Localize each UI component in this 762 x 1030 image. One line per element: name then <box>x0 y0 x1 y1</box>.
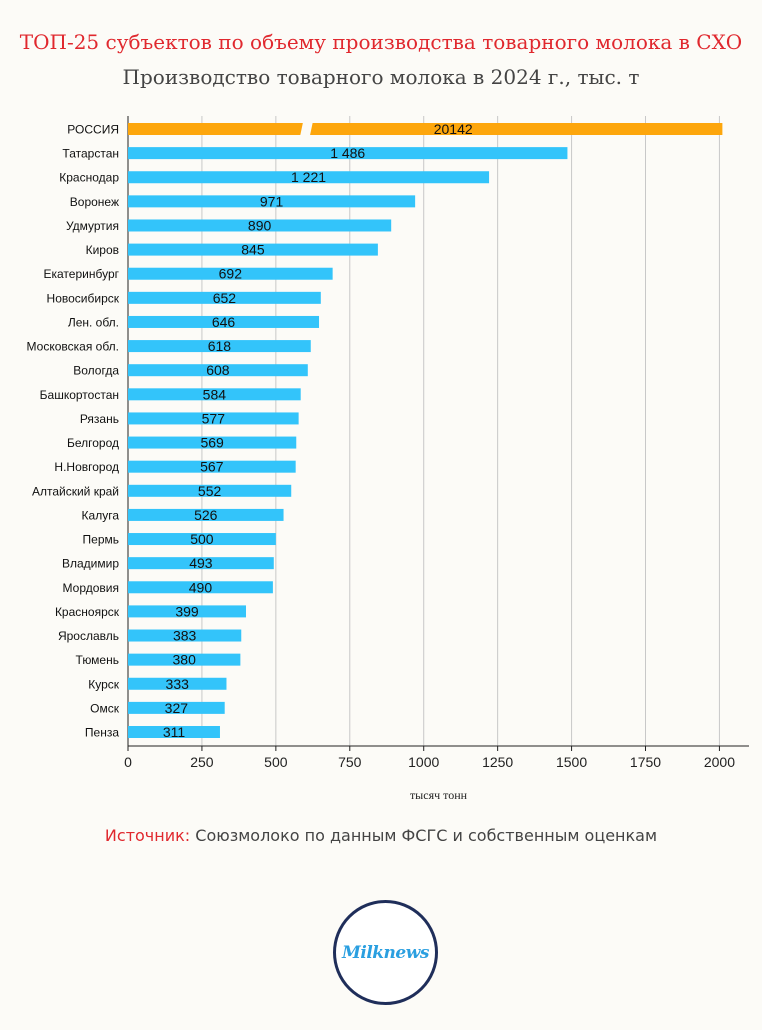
value-label: 490 <box>189 579 213 595</box>
bar-Новосибирск <box>128 291 321 304</box>
x-tick-label: 1750 <box>630 754 661 770</box>
value-label: 567 <box>200 459 224 475</box>
value-label: 552 <box>198 483 222 499</box>
bar-Владимир <box>128 557 274 570</box>
category-label: Тюмень <box>76 653 119 667</box>
value-label: 569 <box>200 435 224 451</box>
bar-Краснодар <box>128 171 490 184</box>
category-label: Алтайский край <box>32 484 119 498</box>
category-label: Н.Новгород <box>54 460 119 474</box>
category-label: Калуга <box>82 508 120 522</box>
bar-Рязань <box>128 412 299 425</box>
bar-Мордовия <box>128 581 273 594</box>
category-label: Красноярск <box>55 605 120 619</box>
category-label: Лен. обл. <box>68 315 119 329</box>
bar-Красноярск <box>128 605 246 618</box>
bar-Омск <box>128 701 225 714</box>
value-label: 383 <box>173 628 197 644</box>
source-text: Союзмолоко по данным ФСГС и собственным … <box>195 826 658 845</box>
value-label: 311 <box>163 724 186 740</box>
x-tick-label: 1000 <box>408 754 439 770</box>
bar-Белгород <box>128 436 297 449</box>
category-label: Новосибирск <box>47 291 120 305</box>
x-tick-label: 500 <box>264 754 288 770</box>
bar-Тюмень <box>128 653 241 666</box>
category-label: Белгород <box>67 436 119 450</box>
value-label: 526 <box>194 507 218 523</box>
x-axis-label: тысяч тонн <box>409 788 468 802</box>
value-label: 646 <box>212 314 236 330</box>
category-label: Воронеж <box>70 195 119 209</box>
value-label: 399 <box>175 603 199 619</box>
x-tick-label: 1250 <box>482 754 513 770</box>
value-label: 327 <box>165 700 189 716</box>
bar-РОССИЯ <box>128 123 723 135</box>
category-label: Татарстан <box>62 147 119 161</box>
category-label: РОССИЯ <box>67 123 119 137</box>
value-label: 584 <box>203 386 227 402</box>
category-label: Пенза <box>85 726 119 740</box>
bar-Н.Новгород <box>128 460 296 473</box>
bar-Екатеринбург <box>128 267 333 280</box>
value-label: 380 <box>173 652 197 668</box>
milknews-logo: Milknews <box>333 900 438 1005</box>
value-label: 652 <box>213 290 237 306</box>
value-label: 1 486 <box>330 145 365 161</box>
logo-text: Milknews <box>342 942 429 963</box>
value-label: 500 <box>190 531 214 547</box>
value-label: 333 <box>166 676 190 692</box>
bar-Башкортостан <box>128 388 301 401</box>
chart-title: ТОП-25 субъектов по объему производства … <box>19 30 743 54</box>
category-label: Мордовия <box>63 581 119 595</box>
x-tick-label: 750 <box>338 754 362 770</box>
bar-Пенза <box>128 726 220 738</box>
category-label: Курск <box>88 677 120 691</box>
source-label: Источник: <box>104 826 191 845</box>
value-label: 845 <box>241 242 265 258</box>
value-label: 577 <box>202 410 226 426</box>
value-label: 618 <box>208 338 232 354</box>
bar-Вологда <box>128 364 308 377</box>
bar-chart: 0 250 500 750 1000 1250 1500 1750 2000 РОССИЯ 2014… <box>27 116 749 770</box>
bar-Лен. обл. <box>128 315 320 328</box>
category-label: Омск <box>90 701 120 715</box>
bar-Киров <box>128 243 378 256</box>
category-label: Владимир <box>62 557 119 571</box>
category-label: Московская обл. <box>27 340 119 354</box>
bar-Московская обл. <box>128 340 311 353</box>
bar-Воронеж <box>128 195 416 208</box>
value-label: 692 <box>219 266 243 282</box>
category-label: Краснодар <box>59 171 119 185</box>
category-label: Вологда <box>73 364 119 378</box>
bar-Калуга <box>128 508 284 521</box>
category-label: Ярославль <box>58 629 119 643</box>
category-label: Екатеринбург <box>44 267 120 281</box>
axis-break-marker <box>300 122 313 136</box>
source-note: Источник: Союзмолоко по данным ФСГС и со… <box>0 826 762 845</box>
bar-Алтайский край <box>128 484 292 497</box>
value-label: 890 <box>248 217 272 233</box>
value-label: 608 <box>206 362 230 378</box>
x-tick-label: 2000 <box>704 754 735 770</box>
value-label: 20142 <box>434 121 473 137</box>
x-tick-label: 0 <box>124 754 132 770</box>
bar-Ярославль <box>128 629 242 642</box>
category-label: Рязань <box>80 412 119 426</box>
category-label: Киров <box>86 243 119 257</box>
bar-Татарстан <box>128 147 568 160</box>
value-label: 493 <box>189 555 213 571</box>
value-label: 971 <box>260 193 284 209</box>
x-tick-label: 250 <box>190 754 214 770</box>
bar-Пермь <box>128 533 276 546</box>
chart-subtitle: Производство товарного молока в 2024 г.,… <box>122 65 640 89</box>
category-label: Пермь <box>83 533 119 547</box>
category-label: Башкортостан <box>40 388 119 402</box>
bar-Курск <box>128 677 227 690</box>
bar-Удмуртия <box>128 219 392 232</box>
value-label: 1 221 <box>291 169 326 185</box>
x-tick-label: 1500 <box>556 754 587 770</box>
category-label: Удмуртия <box>66 219 119 233</box>
